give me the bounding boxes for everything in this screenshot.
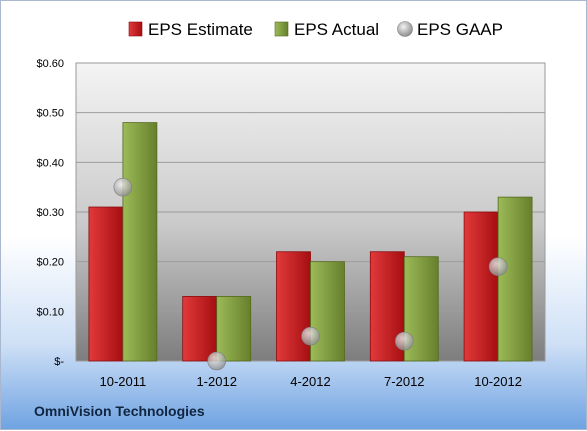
y-tick-label: $0.50 — [36, 108, 64, 120]
y-axis-ticks: $- $0.10 $0.20 $0.30 $0.40 $0.50 $0.60 — [36, 58, 64, 368]
bar-eps-estimate — [88, 206, 124, 362]
x-tick-label: 10-2012 — [474, 374, 522, 389]
gaap-marker — [207, 351, 226, 371]
gaap-marker — [301, 326, 320, 346]
legend-swatch — [397, 21, 413, 37]
bar-eps-estimate — [463, 211, 499, 362]
gaap-markers — [113, 177, 508, 371]
legend: EPS Estimate EPS Actual EPS GAAP — [128, 20, 503, 39]
x-axis-ticks: 10-2011 1-2012 4-2012 7-2012 10-2012 — [100, 374, 522, 389]
y-tick-label: $0.40 — [36, 157, 64, 169]
bar-eps-actual — [122, 122, 158, 362]
gaap-marker — [113, 177, 133, 197]
legend-swatch — [128, 21, 143, 37]
bars — [88, 122, 533, 362]
bar-eps-actual — [310, 261, 345, 362]
gaap-marker — [394, 331, 414, 351]
y-tick-label: $0.60 — [36, 58, 64, 70]
bar-eps-actual — [497, 196, 533, 362]
legend-swatch — [274, 21, 289, 37]
y-tick-label: $0.30 — [36, 207, 64, 219]
legend-label: EPS Actual — [294, 20, 379, 39]
company-name: OmniVision Technologies — [34, 403, 205, 419]
y-tick-label: $0.10 — [36, 306, 64, 318]
bar-eps-actual — [216, 296, 252, 362]
x-tick-label: 1-2012 — [196, 374, 236, 389]
y-tick-label: $0.20 — [36, 257, 64, 269]
x-tick-label: 7-2012 — [384, 374, 424, 389]
bar-eps-estimate — [182, 296, 218, 362]
legend-label: EPS Estimate — [148, 20, 253, 39]
gaap-marker — [488, 257, 508, 276]
x-tick-label: 4-2012 — [290, 374, 330, 389]
y-tick-label: $- — [54, 356, 64, 368]
bar-eps-estimate — [276, 251, 311, 362]
legend-label: EPS GAAP — [417, 20, 503, 39]
x-tick-label: 10-2011 — [100, 374, 147, 389]
